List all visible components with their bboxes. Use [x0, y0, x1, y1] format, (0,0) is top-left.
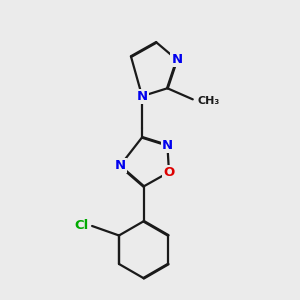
- Text: N: N: [136, 90, 148, 103]
- Text: CH₃: CH₃: [197, 96, 220, 106]
- Text: O: O: [164, 166, 175, 179]
- Text: N: N: [162, 139, 173, 152]
- Text: N: N: [114, 159, 125, 172]
- Text: N: N: [171, 53, 182, 66]
- Text: Cl: Cl: [75, 220, 89, 232]
